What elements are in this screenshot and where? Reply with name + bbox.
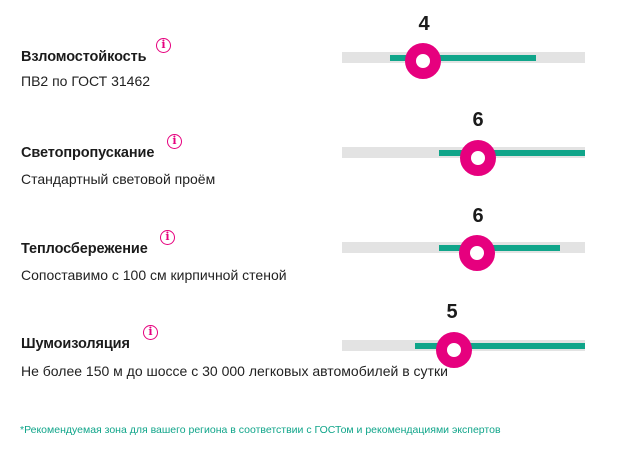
rating-row-noise: Шумоизоляция i Не более 150 м до шоссе с… — [0, 301, 630, 424]
rating-description: Стандартный световой проём — [21, 171, 216, 187]
rating-value: 6 — [472, 109, 484, 131]
rating-row-burglary: Взломостойкость i ПВ2 по ГОСТ 31462 4 — [0, 13, 630, 136]
recommended-zone-footnote: *Рекомендуемая зона для вашего региона в… — [20, 424, 501, 436]
rating-track[interactable] — [342, 52, 585, 63]
rating-title-wrap: Теплосбережение — [21, 240, 148, 258]
rating-title: Шумоизоляция — [21, 336, 130, 352]
info-icon[interactable]: i — [156, 38, 171, 53]
rating-knob[interactable] — [459, 235, 495, 271]
recommended-zone — [439, 245, 560, 251]
info-icon[interactable]: i — [143, 325, 158, 340]
recommended-zone — [415, 343, 585, 349]
rating-knob[interactable] — [436, 332, 472, 368]
rating-knob[interactable] — [405, 43, 441, 79]
info-icon[interactable]: i — [167, 134, 182, 149]
rating-title: Взломостойкость — [21, 49, 147, 65]
rating-value: 4 — [418, 13, 430, 35]
rating-title-wrap: Светопропускание — [21, 144, 154, 162]
rating-title-wrap: Взломостойкость — [21, 48, 147, 66]
rating-description: Сопоставимо с 100 см кирпичной стеной — [21, 267, 287, 283]
recommended-zone — [390, 55, 536, 61]
info-icon[interactable]: i — [160, 230, 175, 245]
rating-value: 6 — [472, 205, 484, 227]
rating-title: Светопропускание — [21, 145, 155, 161]
rating-row-heat: Теплосбережение i Сопоставимо с 100 см к… — [0, 205, 630, 328]
rating-row-light: Светопропускание i Стандартный световой … — [0, 109, 630, 232]
rating-title-wrap: Шумоизоляция — [21, 335, 130, 353]
rating-description: ПВ2 по ГОСТ 31462 — [21, 73, 151, 89]
recommended-zone — [439, 150, 585, 156]
rating-title: Теплосбережение — [21, 241, 148, 257]
rating-knob[interactable] — [460, 140, 496, 176]
rating-description: Не более 150 м до шоссе с 30 000 легковы… — [21, 363, 448, 379]
rating-value: 5 — [446, 301, 458, 323]
